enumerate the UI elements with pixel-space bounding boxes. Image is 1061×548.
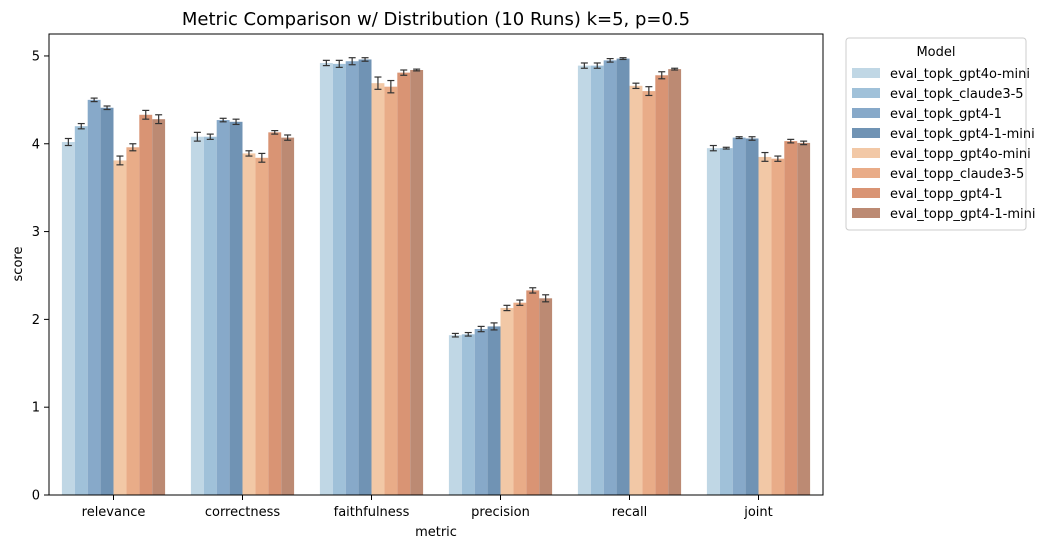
bar	[152, 119, 166, 496]
bar	[332, 63, 346, 496]
legend-label: eval_topk_gpt4-1-mini	[890, 127, 1035, 142]
x-tick-label: recall	[612, 505, 647, 520]
legend-swatch	[852, 208, 880, 218]
bar	[255, 157, 269, 495]
bar	[603, 60, 617, 495]
legend-label: eval_topp_gpt4-1-mini	[890, 207, 1035, 222]
legend-swatch	[852, 108, 880, 118]
plot-area: 0 1 2 3 4 5 relevance correctness faithfulness pr…	[32, 33, 824, 520]
bar	[590, 65, 604, 496]
y-tick-label: 2	[32, 313, 40, 328]
bar	[577, 65, 591, 496]
bar	[655, 75, 669, 495]
bar	[771, 158, 785, 496]
bar	[319, 62, 333, 495]
plot-frame	[48, 33, 824, 496]
legend-swatch	[852, 88, 880, 98]
x-tick-label: precision	[471, 505, 530, 520]
chart-title: Metric Comparison w/ Distribution (10 Ru…	[182, 9, 690, 30]
bar	[410, 70, 424, 496]
x-tick-label: joint	[743, 505, 773, 520]
legend-label: eval_topp_gpt4-1	[890, 187, 1003, 202]
bar	[268, 132, 282, 495]
bar	[797, 142, 811, 496]
bar	[371, 83, 385, 495]
legend-swatch	[852, 128, 880, 138]
bar	[732, 137, 746, 495]
legend: Model eval_topk_gpt4o-mini eval_topk_claud…	[845, 37, 1035, 231]
legend-label: eval_topk_claude3-5	[890, 87, 1024, 102]
y-tick-label: 5	[32, 49, 40, 64]
legend-swatch	[852, 168, 880, 178]
bar	[526, 290, 540, 495]
legend-swatch	[852, 148, 880, 158]
bar	[642, 91, 656, 496]
y-tick-label: 0	[32, 489, 40, 504]
bar	[113, 160, 127, 495]
bar	[745, 138, 759, 495]
bar	[61, 142, 75, 495]
x-tick-label: correctness	[205, 505, 281, 520]
bar	[474, 329, 488, 495]
x-tick-label: relevance	[82, 505, 146, 520]
legend-label: eval_topk_gpt4-1	[890, 107, 1002, 122]
y-tick-label: 3	[32, 225, 40, 240]
bar	[345, 61, 359, 496]
legend-box	[845, 37, 1027, 231]
y-tick-label: 4	[32, 137, 40, 152]
x-axis-label: metric	[415, 525, 457, 540]
bar	[461, 334, 475, 495]
bar	[539, 298, 553, 495]
bar	[216, 120, 230, 495]
legend-label: eval_topp_claude3-5	[890, 167, 1024, 182]
bar	[281, 137, 295, 495]
bar	[74, 126, 88, 495]
bar	[190, 136, 204, 496]
bar	[706, 148, 720, 495]
legend-title: Model	[916, 45, 955, 60]
bar	[100, 107, 114, 495]
legend-label: eval_topp_gpt4o-mini	[890, 147, 1031, 162]
bar	[668, 69, 682, 495]
legend-swatch	[852, 68, 880, 78]
bar	[616, 58, 630, 495]
bar	[358, 59, 372, 496]
bar	[384, 86, 398, 495]
bar	[487, 326, 501, 495]
legend-label: eval_topk_gpt4o-mini	[890, 67, 1030, 82]
bar	[513, 302, 527, 495]
legend-swatch	[852, 188, 880, 198]
y-tick-label: 1	[32, 401, 40, 416]
y-axis-label: score	[11, 247, 26, 282]
x-tick-label: faithfulness	[334, 505, 410, 520]
bar	[203, 136, 217, 496]
bar	[719, 148, 733, 495]
bar	[87, 99, 101, 495]
bar	[448, 335, 462, 495]
bar	[229, 121, 243, 496]
bar	[242, 153, 256, 495]
bar	[758, 156, 772, 495]
bar	[397, 72, 411, 495]
bar	[139, 114, 153, 495]
bar	[126, 147, 140, 495]
bar	[500, 307, 514, 495]
bar	[784, 141, 798, 495]
bar	[629, 85, 643, 495]
